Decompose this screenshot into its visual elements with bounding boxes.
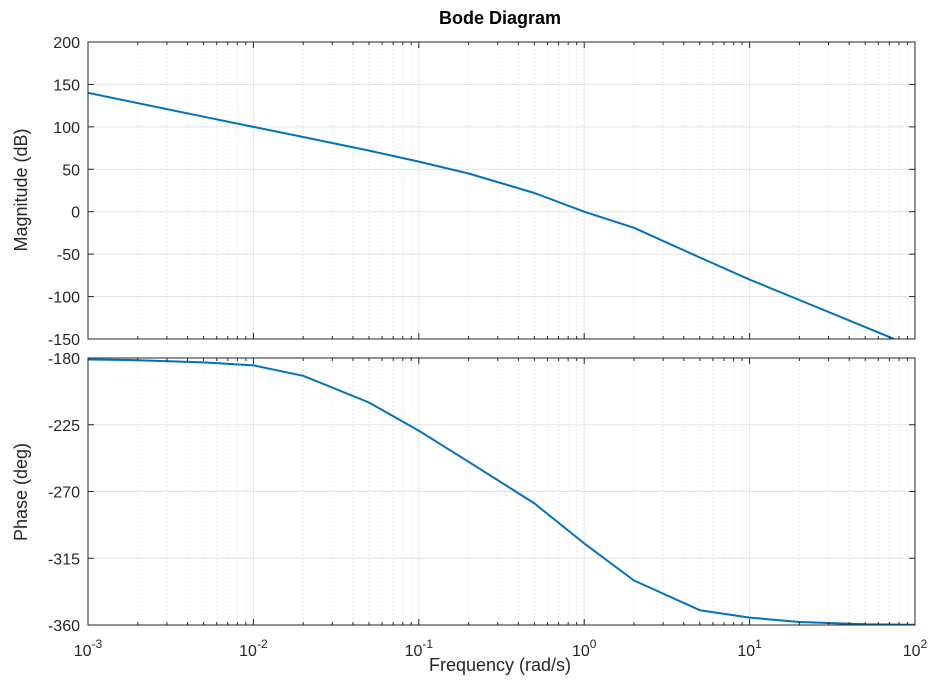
chart-title: Bode Diagram: [439, 8, 561, 28]
phase-series-line: [88, 358, 915, 625]
magnitude-y-tick-label: -50: [57, 247, 80, 264]
phase-panel: -180 -225 -270 -315 -360 Phase (deg): [11, 351, 916, 635]
phase-y-tick-label: -315: [48, 551, 80, 568]
magnitude-y-tick-label: 200: [53, 35, 80, 52]
phase-ylabel: Phase (deg): [11, 443, 31, 541]
magnitude-y-tick-label: 50: [62, 162, 80, 179]
x-tick-label-base: 10: [903, 643, 921, 660]
phase-y-tick-label: -360: [48, 618, 80, 635]
x-tick-label: 100: [572, 637, 597, 660]
x-tick-label-base: 10: [572, 643, 590, 660]
magnitude-y-tick-label: 0: [71, 205, 80, 222]
x-tick-label-exponent: -2: [257, 637, 268, 651]
x-tick-label: 10-2: [239, 637, 268, 660]
magnitude-y-tick-label: 100: [53, 120, 80, 137]
magnitude-series-line: [88, 91, 895, 339]
x-tick-label-base: 10: [737, 643, 755, 660]
x-tick-label: 10-1: [405, 637, 434, 660]
phase-y-tick-label: -180: [48, 351, 80, 368]
x-axis-label: Frequency (rad/s): [429, 655, 571, 675]
x-tick-label: 10-3: [74, 637, 103, 660]
phase-y-tick-label: -225: [48, 418, 80, 435]
x-tick-label-exponent: -3: [92, 637, 103, 651]
x-tick-label-base: 10: [405, 643, 423, 660]
magnitude-panel: 200 150 100 50 0 -50 -100 -150 Magnitude (dB): [11, 35, 916, 349]
x-tick-label-base: 10: [239, 643, 257, 660]
x-tick-label: 101: [737, 637, 762, 660]
x-tick-label-base: 10: [74, 643, 92, 660]
x-tick-label-exponent: -1: [422, 637, 433, 651]
x-tick-label-exponent: 0: [590, 637, 597, 651]
magnitude-y-tick-label: -100: [48, 290, 80, 307]
phase-y-tick-label: -270: [48, 485, 80, 502]
x-tick-label-exponent: 1: [755, 637, 762, 651]
magnitude-axes-box: [87, 41, 916, 340]
x-tick-label: 102: [903, 637, 928, 660]
magnitude-y-tick-label: 150: [53, 77, 80, 94]
magnitude-axes-background: [88, 42, 915, 339]
x-tick-label-exponent: 2: [921, 637, 928, 651]
magnitude-ylabel: Magnitude (dB): [11, 128, 31, 251]
magnitude-y-tick-label: -150: [48, 332, 80, 349]
